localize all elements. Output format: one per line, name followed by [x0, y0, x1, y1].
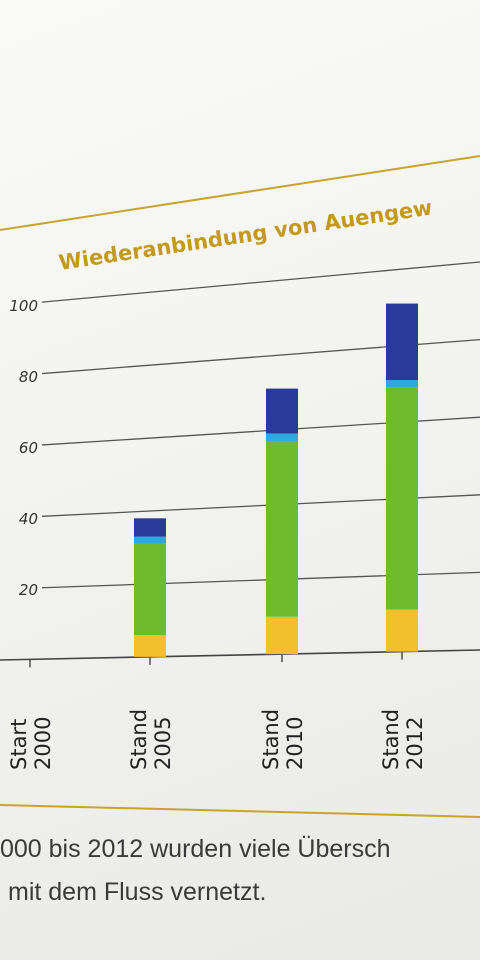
bar-segment: [266, 440, 298, 617]
x-label-line1: Stand: [379, 709, 403, 770]
frame-top-line: [0, 155, 480, 231]
x-label-line2: 2000: [31, 717, 55, 770]
y-tick-label: 40: [19, 510, 38, 528]
bar-segment: [134, 536, 166, 544]
caption-line-1: 000 bis 2012 wurden viele Übersch: [0, 835, 391, 863]
x-label-line1: Stand: [259, 709, 283, 770]
x-label-line2: 2012: [403, 717, 427, 770]
x-axis-labels: Start 2000 Stand 2005 Stand 2010 Stand 2012: [7, 709, 427, 770]
x-label-line2: 2005: [151, 717, 175, 770]
bar-segment: [386, 387, 418, 610]
x-label-line1: Start: [7, 719, 31, 770]
chart-title: Wiederanbindung von Auengew: [57, 195, 434, 274]
bar-segment: [386, 380, 418, 388]
x-label-line1: Stand: [127, 709, 151, 770]
caption-line-2: mit dem Fluss vernetzt.: [8, 878, 267, 906]
x-axis-baseline: [0, 649, 480, 661]
bar-segment: [134, 543, 166, 635]
y-tick-label: 20: [19, 581, 38, 599]
bar-segment: [266, 433, 298, 441]
y-tick-label: 80: [19, 368, 38, 386]
x-label-line2: 2010: [283, 717, 307, 770]
frame-bottom-line: [0, 804, 480, 818]
bar-segment: [386, 303, 418, 381]
bar-segment: [134, 518, 166, 537]
bars: [134, 303, 418, 657]
y-tick-label: 60: [19, 439, 38, 457]
bar-segment: [266, 616, 298, 655]
y-tick-label: 100: [9, 297, 38, 315]
gridline-100: [41, 261, 480, 303]
bar-segment: [134, 634, 166, 657]
bar-segment: [266, 388, 298, 434]
bar-segment: [386, 609, 418, 652]
